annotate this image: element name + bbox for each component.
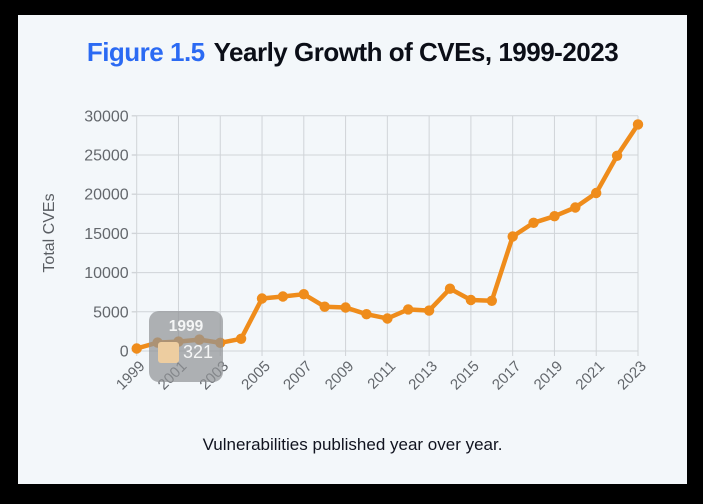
data-point-2006[interactable] xyxy=(277,291,289,302)
y-tick-label: 5000 xyxy=(93,304,129,321)
y-tick-label: 25000 xyxy=(84,148,129,165)
y-tick-label: 10000 xyxy=(84,265,129,282)
data-point-2023[interactable] xyxy=(632,119,644,130)
data-point-2017[interactable] xyxy=(507,231,518,242)
y-tick-label: 20000 xyxy=(84,187,129,204)
data-point-2004[interactable] xyxy=(235,333,247,344)
x-tick-label: 2007 xyxy=(280,358,316,394)
data-point-2012[interactable] xyxy=(403,304,414,315)
x-tick-label: 2017 xyxy=(489,358,525,394)
tooltip-value: 321 xyxy=(183,342,214,362)
y-tick-label: 0 xyxy=(120,344,129,361)
cve-line-chart[interactable]: 0500010000150002000025000300001999200120… xyxy=(18,15,687,484)
figure-title-text: Yearly Growth of CVEs, 1999-2023 xyxy=(213,37,619,67)
data-point-2022[interactable] xyxy=(611,150,623,161)
x-tick-label: 1999 xyxy=(113,358,149,394)
data-point-2018[interactable] xyxy=(528,217,539,228)
data-point-2009[interactable] xyxy=(340,302,351,313)
data-point-2008[interactable] xyxy=(319,301,330,312)
x-tick-label: 2005 xyxy=(238,358,274,394)
y-tick-label: 15000 xyxy=(84,226,129,243)
x-tick-label: 2009 xyxy=(322,358,358,394)
data-point-2013[interactable] xyxy=(423,305,435,316)
x-tick-label: 2019 xyxy=(531,358,567,394)
data-point-2016[interactable] xyxy=(486,295,497,306)
data-point-2015[interactable] xyxy=(465,294,477,306)
data-point-2021[interactable] xyxy=(591,187,602,199)
figure-label: Figure 1.5 xyxy=(86,37,205,67)
data-point-2005[interactable] xyxy=(256,293,268,304)
data-point-1999[interactable] xyxy=(131,343,142,354)
y-tick-label: 30000 xyxy=(84,108,129,125)
data-point-2019[interactable] xyxy=(549,211,560,222)
data-point-2014[interactable] xyxy=(444,283,456,294)
y-axis-title: Total CVEs xyxy=(41,193,58,272)
figure-title: Figure 1.5 Yearly Growth of CVEs, 1999-20… xyxy=(18,37,687,68)
data-point-2020[interactable] xyxy=(570,202,581,213)
x-tick-label: 2021 xyxy=(572,358,608,394)
data-point-2007[interactable] xyxy=(298,289,309,300)
x-tick-label: 2015 xyxy=(447,358,483,394)
data-point-2011[interactable] xyxy=(382,313,393,324)
data-point-2010[interactable] xyxy=(361,309,372,320)
tooltip-row: 321 xyxy=(149,342,223,363)
figure-caption: Vulnerabilities published year over year… xyxy=(202,435,503,454)
tooltip-series-swatch xyxy=(158,342,179,363)
chart-tooltip: 1999 321 xyxy=(149,311,223,382)
x-tick-label: 2011 xyxy=(364,358,399,393)
x-tick-label: 2023 xyxy=(614,358,650,394)
figure-panel: Figure 1.5 Yearly Growth of CVEs, 1999-20… xyxy=(18,15,687,484)
x-tick-label: 2013 xyxy=(405,358,441,394)
tooltip-year: 1999 xyxy=(168,318,204,335)
